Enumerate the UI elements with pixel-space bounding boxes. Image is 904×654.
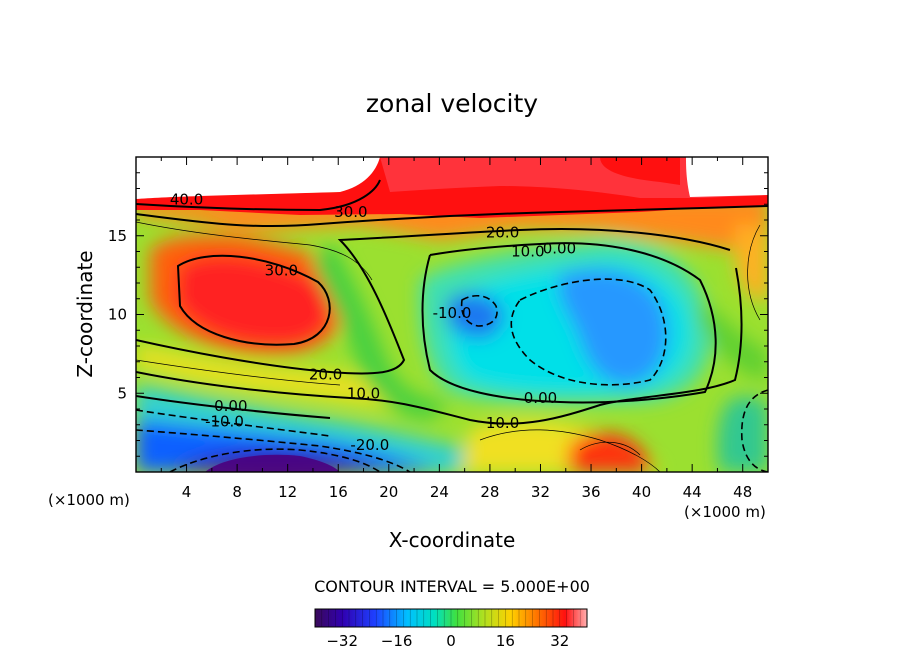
y-axis-label: Z-coordinate <box>73 250 97 377</box>
contour-label: 30.0 <box>334 203 367 221</box>
contour-line-40 <box>136 179 381 212</box>
x-tick-label: 36 <box>581 483 600 501</box>
colorbar-ticks: −32 −16 0 16 32 <box>326 632 569 650</box>
y-tick-label: 5 <box>117 384 127 402</box>
region-cool-right-bottom <box>717 396 768 472</box>
x-axis-label: X-coordinate <box>389 528 516 552</box>
velocity-field <box>136 157 768 472</box>
contour-label: -10.0 <box>433 304 472 322</box>
contour-line-neg20 <box>136 429 411 472</box>
contour-label: 0.00 <box>214 397 247 415</box>
region-green-right <box>700 300 768 380</box>
region-top-jet-peak <box>380 157 768 198</box>
x-tick-label: 48 <box>733 483 752 501</box>
contour-line-thin-5 <box>579 441 641 456</box>
region-blue-left <box>446 293 504 339</box>
x-tick-label: 44 <box>683 483 702 501</box>
contour-label: 0.00 <box>524 389 557 407</box>
y-tick-label: 15 <box>108 227 127 245</box>
contour-label: 0.00 <box>543 239 576 257</box>
contour-line-thin-3 <box>747 224 761 321</box>
contour-label: 10.0 <box>486 414 519 432</box>
x-axis-ticks: 4 8 12 16 20 24 28 32 36 40 44 48 <box>160 157 752 501</box>
contour-line-30-top <box>136 205 768 228</box>
region-top-jet <box>136 157 768 218</box>
x-tick-label: 4 <box>182 483 192 501</box>
x-tick-label: 12 <box>278 483 297 501</box>
x-tick-label: 8 <box>232 483 242 501</box>
masked-region-right <box>686 157 768 197</box>
region-yellow-left <box>136 345 410 410</box>
colorbar-tick-label: 16 <box>496 632 515 650</box>
chart-title: zonal velocity <box>366 89 538 118</box>
contour-line-20 <box>136 228 731 375</box>
masked-region-left <box>136 157 380 199</box>
x-tick-label: 32 <box>531 483 550 501</box>
contour-line-thin-1 <box>136 221 373 281</box>
contour-line-neg30 <box>169 448 381 472</box>
contour-label: -20.0 <box>350 436 389 454</box>
contour-label: -10.0 <box>205 413 244 431</box>
contour-label: 20.0 <box>309 365 342 383</box>
contour-lines <box>136 179 768 472</box>
contour-line-0 <box>136 242 717 419</box>
colorbar-tick-label: −16 <box>381 632 413 650</box>
y-axis-ticks: 5 10 15 <box>108 172 768 457</box>
contour-line-30-core <box>176 254 331 346</box>
contour-interval-text: CONTOUR INTERVAL = 5.000E+00 <box>314 577 590 596</box>
contour-label: 10.0 <box>511 243 544 261</box>
contour-label: 30.0 <box>265 261 298 279</box>
region-blue-core <box>558 268 669 385</box>
contour-labels: 40.030.030.020.010.00.0020.010.00.00-10.… <box>170 191 576 455</box>
contour-label: 10.0 <box>347 384 380 402</box>
x-tick-label: 16 <box>329 483 348 501</box>
contour-line-neg10 <box>136 278 667 437</box>
contour-line-thin-2 <box>136 359 341 386</box>
x-tick-label: 24 <box>430 483 449 501</box>
colorbar-tick-label: 32 <box>550 632 569 650</box>
region-green-diag <box>312 240 450 420</box>
y-tick-label: 10 <box>108 306 127 324</box>
x-unit-label-left: (×1000 m) <box>48 491 130 509</box>
contour-label: 20.0 <box>486 224 519 242</box>
colorbar-tick-label: 0 <box>446 632 456 650</box>
contour-line-right-dash <box>740 389 768 472</box>
region-red-lower <box>568 433 652 472</box>
colorbar-stripes <box>321 609 581 627</box>
region-orange-right <box>735 223 768 301</box>
region-mid-max <box>176 255 330 345</box>
contour-label: 40.0 <box>170 191 203 209</box>
x-tick-label: 40 <box>632 483 651 501</box>
contour-line-thin-4 <box>479 429 661 472</box>
x-unit-label-right: (×1000 m) <box>684 503 766 521</box>
x-tick-label: 20 <box>379 483 398 501</box>
x-tick-label: 28 <box>480 483 499 501</box>
colorbar-tick-label: −32 <box>326 632 358 650</box>
region-violet-core <box>205 454 340 472</box>
contour-line-10 <box>136 267 743 425</box>
